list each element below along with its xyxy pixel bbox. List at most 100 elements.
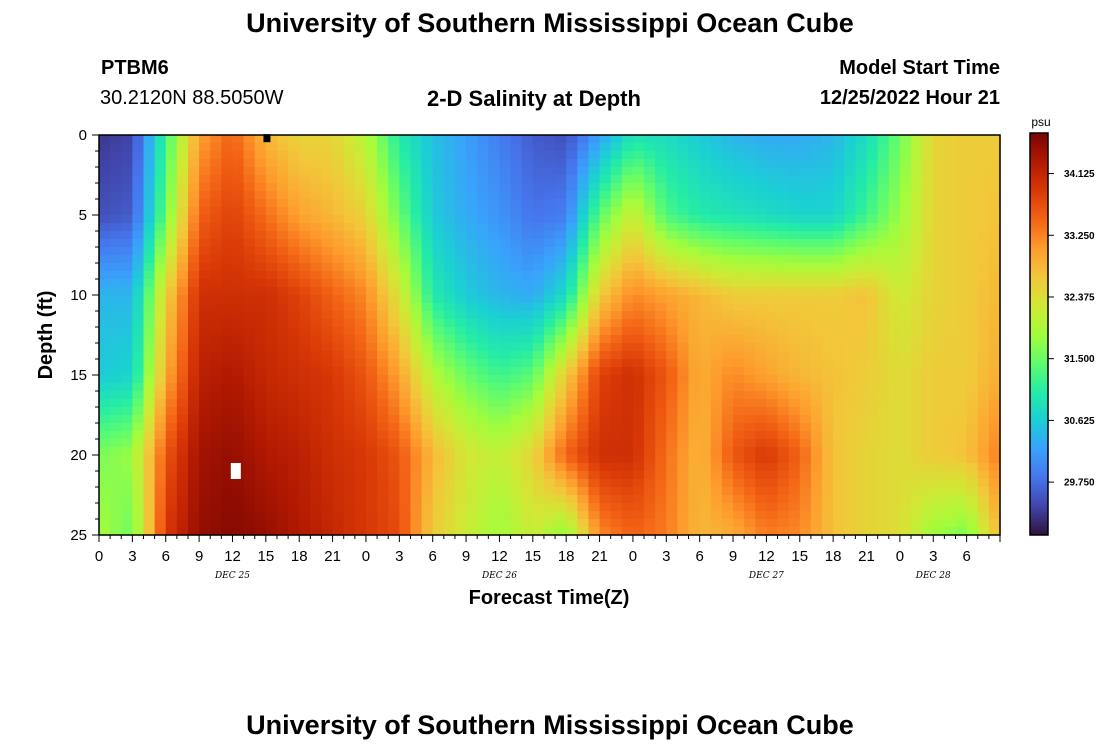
heatmap-cell	[132, 495, 145, 504]
heatmap-cell	[977, 415, 990, 424]
heatmap-cell	[377, 367, 389, 376]
heatmap-cell	[132, 319, 145, 328]
heatmap-cell	[844, 247, 856, 256]
heatmap-cell	[777, 215, 790, 224]
heatmap-cell	[410, 135, 423, 144]
heatmap-cell	[121, 215, 133, 224]
heatmap-cell	[365, 311, 378, 320]
heatmap-cell	[655, 303, 667, 312]
heatmap-cell	[777, 343, 790, 352]
heatmap-cell	[911, 503, 923, 512]
heatmap-cell	[988, 175, 1001, 184]
heatmap-cell	[421, 495, 434, 504]
heatmap-cell	[577, 183, 590, 192]
heatmap-cell	[466, 191, 478, 200]
heatmap-cell	[243, 351, 256, 360]
heatmap-cell	[644, 183, 656, 192]
heatmap-cell	[432, 191, 445, 200]
heatmap-cell	[243, 423, 256, 432]
heatmap-cell	[243, 159, 256, 168]
heatmap-cell	[666, 223, 679, 232]
heatmap-cell	[232, 223, 245, 232]
heatmap-cell	[655, 231, 667, 240]
heatmap-cell	[644, 375, 656, 384]
heatmap-cell	[788, 159, 801, 168]
heatmap-cell	[432, 303, 445, 312]
heatmap-cell	[833, 303, 845, 312]
heatmap-cell	[377, 495, 389, 504]
heatmap-cell	[432, 463, 445, 472]
heatmap-cell	[644, 207, 656, 216]
heatmap-cell	[688, 223, 701, 232]
heatmap-cell	[966, 295, 979, 304]
heatmap-cell	[288, 287, 300, 296]
heatmap-cell	[632, 183, 645, 192]
heatmap-cell	[343, 247, 356, 256]
heatmap-cell	[933, 311, 945, 320]
heatmap-cell	[132, 255, 145, 264]
heatmap-cell	[199, 303, 211, 312]
heatmap-cell	[721, 287, 734, 296]
heatmap-cell	[911, 183, 923, 192]
heatmap-cell	[632, 327, 645, 336]
heatmap-cell	[566, 231, 578, 240]
heatmap-cell	[877, 367, 890, 376]
heatmap-cell	[543, 215, 556, 224]
heatmap-cell	[599, 207, 612, 216]
heatmap-cell	[365, 143, 378, 152]
heatmap-cell	[577, 191, 590, 200]
heatmap-cell	[365, 511, 378, 520]
heatmap-cell	[610, 375, 623, 384]
heatmap-cell	[766, 279, 779, 288]
heatmap-cell	[232, 191, 245, 200]
heatmap-cell	[855, 271, 868, 280]
heatmap-cell	[310, 423, 323, 432]
heatmap-cell	[187, 311, 200, 320]
heatmap-cell	[543, 255, 556, 264]
heatmap-cell	[388, 151, 400, 160]
heatmap-cell	[944, 231, 957, 240]
heatmap-cell	[933, 519, 945, 528]
heatmap-cell	[777, 319, 790, 328]
heatmap-cell	[933, 463, 945, 472]
heatmap-cell	[288, 135, 300, 144]
heatmap-cell	[154, 519, 167, 528]
heatmap-cell	[110, 287, 122, 296]
heatmap-cell	[443, 479, 456, 488]
heatmap-cell	[955, 255, 968, 264]
heatmap-cell	[254, 479, 267, 488]
heatmap-cell	[955, 183, 968, 192]
heatmap-cell	[666, 335, 679, 344]
heatmap-cell	[733, 423, 745, 432]
heatmap-cell	[432, 319, 445, 328]
heatmap-cell	[788, 215, 801, 224]
heatmap-cell	[432, 351, 445, 360]
heatmap-cell	[655, 279, 667, 288]
heatmap-cell	[521, 367, 534, 376]
heatmap-cell	[755, 343, 767, 352]
heatmap-cell	[310, 407, 323, 416]
heatmap-cell	[677, 215, 690, 224]
heatmap-cell	[466, 503, 478, 512]
heatmap-cell	[199, 231, 211, 240]
heatmap-cell	[410, 527, 423, 536]
heatmap-cell	[699, 263, 712, 272]
heatmap-cell	[822, 351, 834, 360]
heatmap-cell	[866, 271, 879, 280]
heatmap-cell	[755, 463, 767, 472]
heatmap-cell	[955, 143, 968, 152]
heatmap-cell	[532, 367, 545, 376]
heatmap-cell	[810, 319, 823, 328]
heatmap-cell	[644, 167, 656, 176]
heatmap-cell	[688, 183, 701, 192]
x-tick-label: 21	[858, 548, 875, 565]
heatmap-cell	[744, 151, 756, 160]
heatmap-cell	[855, 423, 868, 432]
heatmap-cell	[421, 255, 434, 264]
heatmap-cell	[354, 159, 367, 168]
heatmap-cell	[644, 439, 656, 448]
heatmap-cell	[310, 447, 323, 456]
heatmap-cell	[365, 519, 378, 528]
heatmap-cell	[343, 175, 356, 184]
heatmap-cell	[499, 199, 512, 208]
